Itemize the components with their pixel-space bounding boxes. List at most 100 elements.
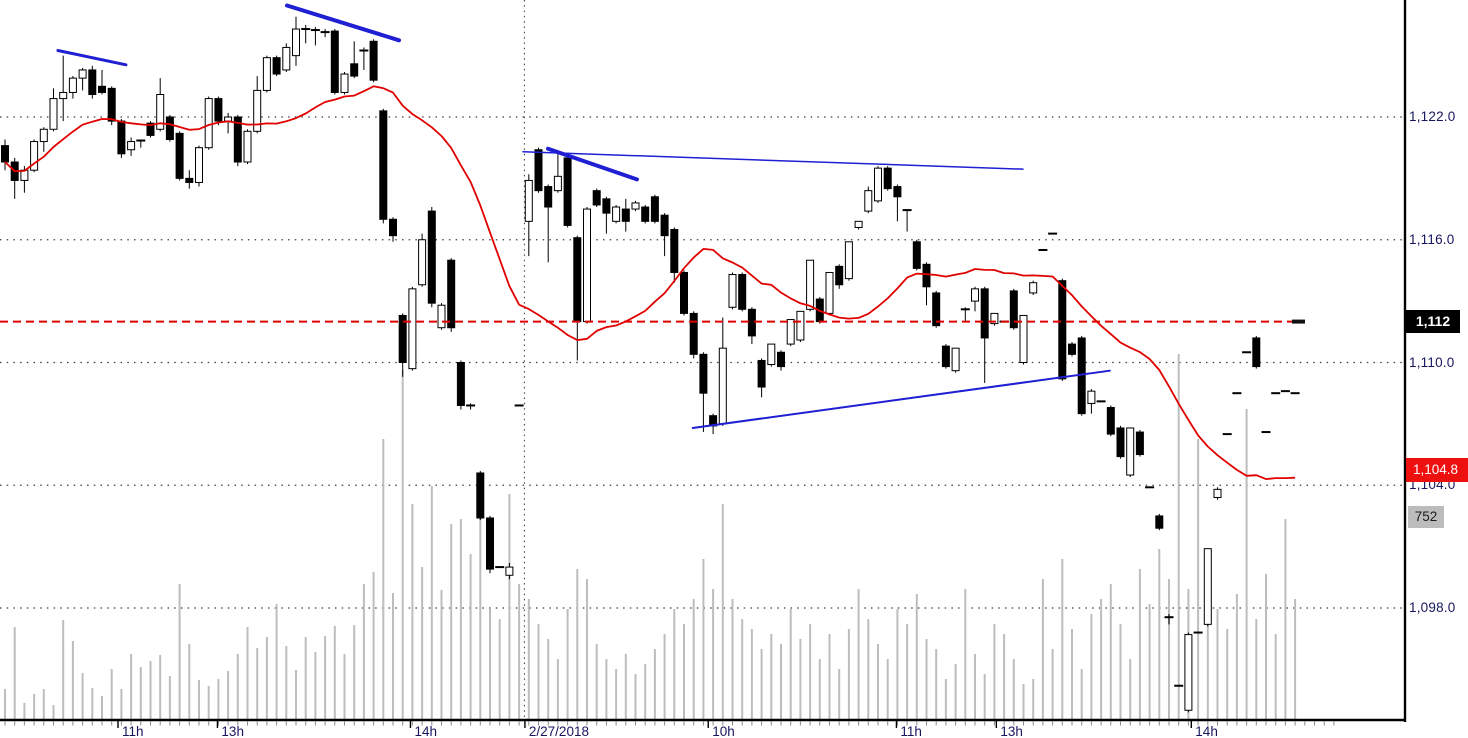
up-candle — [806, 259, 815, 310]
time-tick-label: 13h — [1000, 724, 1023, 738]
down-candle — [1106, 407, 1115, 435]
down-candle — [233, 116, 242, 163]
last-price-box: 1,104.8 — [1406, 458, 1468, 482]
doji-candle — [514, 404, 524, 407]
doji-candle — [1038, 248, 1048, 251]
up-candle — [825, 271, 834, 314]
down-candle — [680, 271, 688, 314]
down-candle — [738, 274, 747, 310]
down-candle — [165, 116, 174, 141]
time-tick-label: 14h — [1195, 724, 1218, 738]
down-candle — [912, 241, 921, 269]
down-candle — [650, 196, 659, 222]
up-candle — [195, 147, 203, 183]
up-candle — [854, 220, 863, 228]
down-candle — [389, 218, 397, 237]
up-candle — [1087, 390, 1096, 404]
time-tick-label: 13h — [221, 724, 244, 738]
time-tick-label: 14h — [414, 724, 437, 738]
time-tick-label: 11h — [900, 724, 922, 738]
doji-candle — [1271, 392, 1281, 395]
trendline — [56, 49, 128, 67]
down-candle — [1135, 431, 1144, 456]
down-candle — [747, 308, 756, 337]
doji-candle — [1096, 400, 1106, 403]
doji-candle — [1222, 433, 1232, 436]
up-candle — [1019, 314, 1028, 363]
doji-candle — [1145, 486, 1155, 489]
down-candle — [592, 190, 601, 206]
down-candle — [98, 85, 106, 93]
down-candle — [146, 122, 155, 136]
alert-line-end-marker — [1292, 319, 1305, 324]
down-candle — [214, 98, 223, 122]
down-candle — [1009, 290, 1018, 329]
up-candle — [340, 73, 349, 93]
up-candle — [990, 312, 999, 325]
up-candle — [292, 28, 300, 57]
down-candle — [88, 69, 97, 95]
up-candle — [408, 288, 417, 370]
trendline — [284, 3, 402, 43]
down-candle — [379, 110, 388, 220]
down-candle — [922, 263, 931, 288]
up-candle — [864, 190, 873, 212]
price-tick-label: 1,098.0 — [1409, 600, 1456, 615]
down-candle — [117, 120, 126, 155]
up-candle — [437, 304, 446, 329]
up-candle — [1213, 488, 1222, 499]
doji-candle — [310, 29, 320, 32]
doji-candle — [359, 49, 369, 52]
down-candle — [689, 312, 698, 355]
doji-candle — [1164, 616, 1174, 619]
up-candle — [30, 141, 39, 171]
down-candle — [757, 359, 766, 388]
up-candle — [631, 202, 640, 210]
doji-candle — [1174, 684, 1184, 687]
down-candle — [544, 186, 553, 208]
up-candle — [505, 566, 514, 576]
down-candle — [486, 517, 494, 570]
down-candle — [670, 229, 679, 273]
doji-candle — [301, 28, 311, 31]
up-candle — [951, 347, 960, 372]
doji-candle — [1261, 431, 1271, 434]
up-candle — [1126, 427, 1135, 476]
up-candle — [971, 288, 979, 302]
down-candle — [641, 206, 650, 222]
down-candle — [107, 87, 116, 122]
volume-value-box: 752 — [1408, 506, 1444, 528]
time-tick-label: 10h — [712, 724, 735, 738]
up-candle — [583, 208, 591, 323]
doji-candle — [466, 404, 476, 407]
alert-line-layer — [0, 319, 1305, 324]
down-candle — [447, 259, 456, 329]
up-candle — [553, 175, 562, 192]
up-candle — [262, 57, 271, 91]
down-candle — [185, 177, 194, 183]
up-candle — [78, 69, 87, 79]
down-candle — [835, 265, 844, 286]
down-candle — [893, 186, 902, 198]
up-candle — [874, 167, 882, 202]
doji-candle — [1048, 232, 1058, 235]
doji-candle — [1193, 631, 1203, 634]
doji-candle — [136, 139, 146, 142]
down-candle — [660, 214, 669, 237]
up-candle — [243, 130, 252, 163]
up-candle — [612, 206, 621, 222]
up-candle — [524, 179, 533, 222]
up-candle — [39, 128, 48, 143]
doji-candle — [960, 308, 970, 311]
down-candle — [476, 472, 485, 519]
down-candle — [621, 208, 630, 222]
down-candle — [1068, 343, 1076, 355]
down-candle — [1155, 515, 1164, 529]
moving-average-line — [4, 85, 1296, 480]
down-candle — [777, 351, 785, 368]
down-candle — [534, 149, 543, 192]
down-candle — [932, 292, 941, 327]
price-tick-label: 1,116.0 — [1409, 232, 1455, 247]
price-tick-label: 1,122.0 — [1409, 109, 1456, 124]
